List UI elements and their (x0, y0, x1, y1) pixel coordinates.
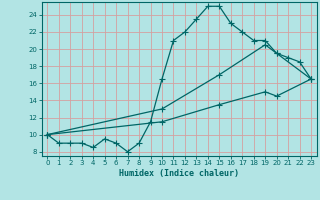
X-axis label: Humidex (Indice chaleur): Humidex (Indice chaleur) (119, 169, 239, 178)
